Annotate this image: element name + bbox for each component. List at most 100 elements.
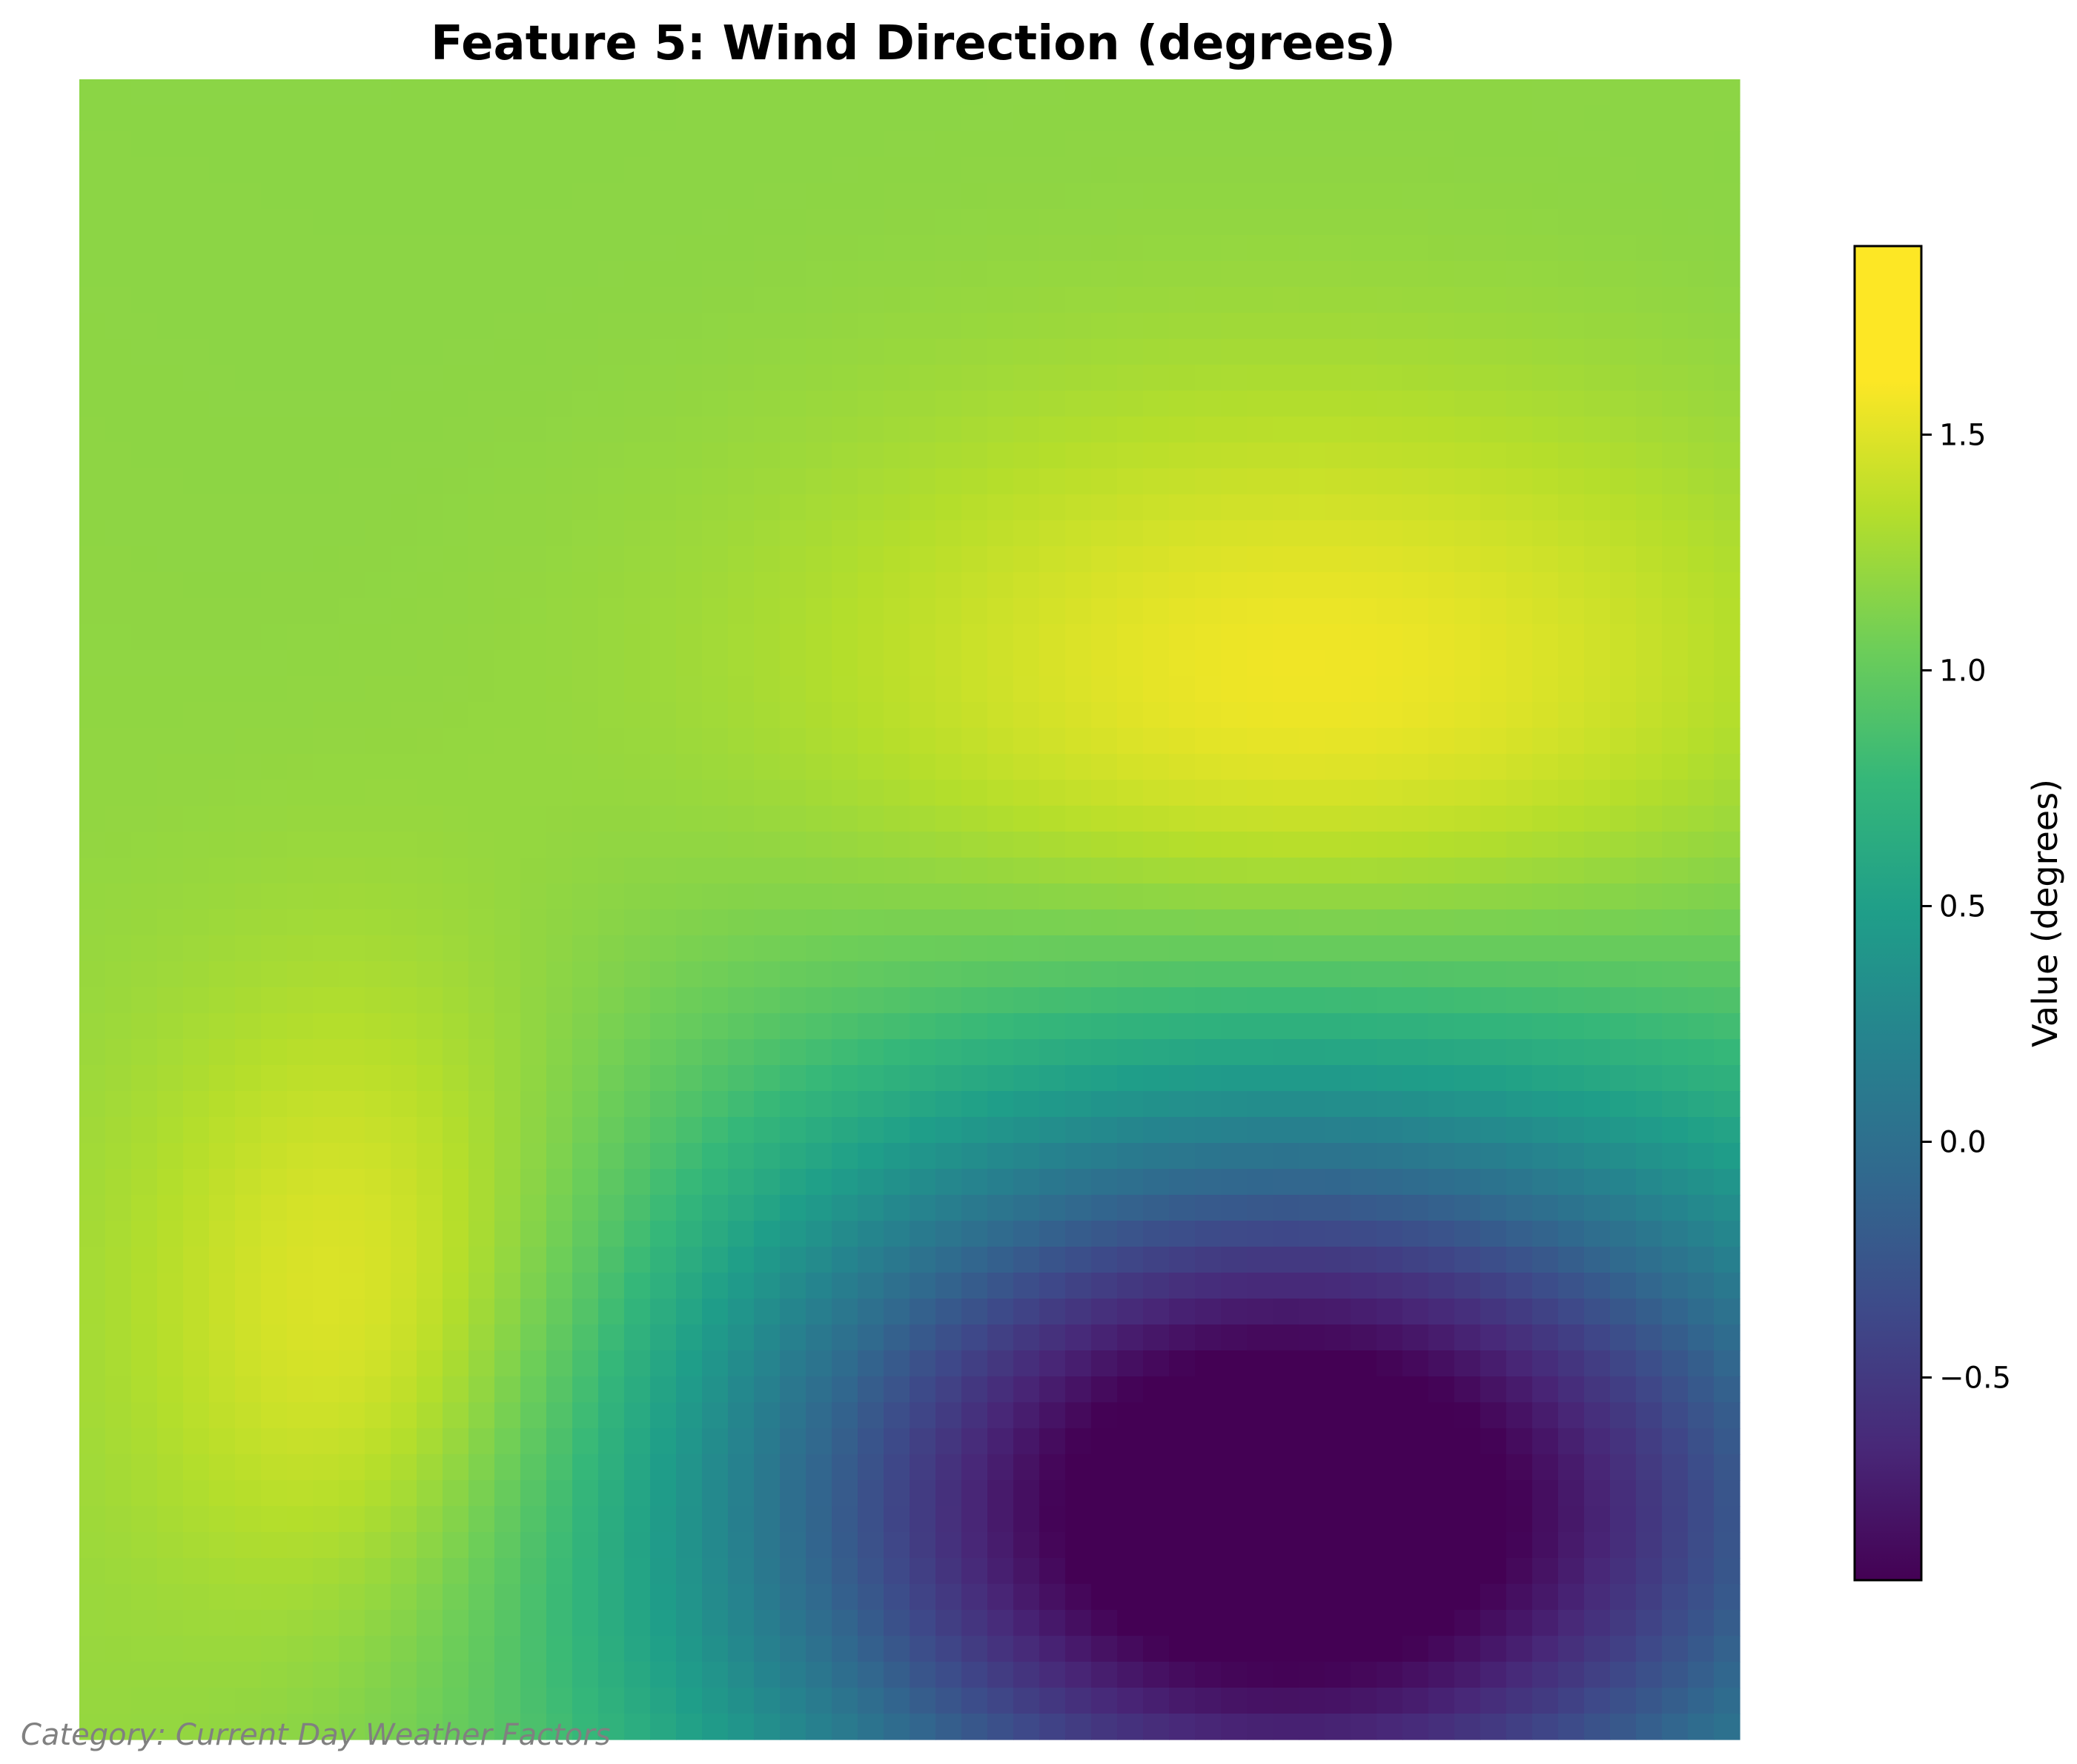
heatmap-cell [1377, 339, 1403, 365]
heatmap-cell [1662, 79, 1689, 106]
heatmap-cell [1506, 883, 1533, 910]
heatmap-cell [806, 442, 832, 469]
heatmap-cell [1221, 987, 1248, 1014]
heatmap-cell [1402, 1532, 1429, 1559]
heatmap-cell [961, 909, 988, 936]
heatmap-cell [1402, 806, 1429, 832]
heatmap-cell [105, 209, 132, 236]
heatmap-cell [1273, 1039, 1299, 1066]
heatmap-cell [572, 79, 599, 106]
heatmap-cell [1169, 287, 1196, 314]
heatmap-cell [1351, 313, 1377, 339]
heatmap-cell [391, 209, 417, 236]
heatmap-cell [650, 624, 677, 651]
heatmap-cell [676, 1195, 703, 1221]
heatmap-cell [1247, 1662, 1273, 1688]
heatmap-cell [520, 1506, 547, 1533]
heatmap-cell [79, 1091, 106, 1118]
heatmap-cell [468, 1506, 495, 1533]
heatmap-cell [1662, 1117, 1689, 1144]
heatmap-cell [1273, 598, 1299, 625]
heatmap-cell [832, 1662, 858, 1688]
heatmap-cell [1636, 1117, 1663, 1144]
heatmap-cell [702, 987, 729, 1014]
heatmap-cell [650, 1065, 677, 1092]
heatmap-cell [598, 105, 625, 132]
heatmap-cell [546, 1195, 573, 1221]
heatmap-cell [261, 780, 288, 806]
heatmap-cell [1299, 79, 1325, 106]
heatmap-cell [935, 261, 962, 288]
heatmap-cell [1480, 1558, 1507, 1585]
heatmap-cell [105, 1714, 132, 1740]
heatmap-cell [1351, 131, 1377, 158]
heatmap-cell [1195, 105, 1222, 132]
heatmap-cell [1662, 546, 1689, 573]
heatmap-cell [1143, 1454, 1170, 1481]
heatmap-cell [1221, 676, 1248, 703]
heatmap-cell [468, 1532, 495, 1559]
heatmap-cell [1325, 1402, 1351, 1429]
heatmap-cell [105, 1065, 132, 1092]
heatmap-cell [1325, 1091, 1351, 1118]
heatmap-cell [1117, 1350, 1144, 1377]
heatmap-cell [209, 1636, 236, 1662]
heatmap-cell [572, 1039, 599, 1066]
heatmap-cell [832, 261, 858, 288]
heatmap-cell [1480, 261, 1507, 288]
heatmap-cell [1480, 1402, 1507, 1429]
heatmap-cell [624, 1454, 651, 1481]
heatmap-cell [1117, 209, 1144, 236]
heatmap-cell [806, 1610, 832, 1637]
heatmap-cell [961, 1013, 988, 1040]
heatmap-cell [105, 313, 132, 339]
heatmap-cell [884, 806, 910, 832]
heatmap-cell [961, 832, 988, 858]
heatmap-cell [546, 858, 573, 884]
heatmap-cell [1480, 1506, 1507, 1533]
heatmap-cell [702, 287, 729, 314]
heatmap-cell [157, 1299, 184, 1325]
heatmap-cell [209, 261, 236, 288]
heatmap-cell [806, 1324, 832, 1351]
heatmap-cell [391, 1532, 417, 1559]
heatmap-cell [1273, 676, 1299, 703]
heatmap-cell [1273, 313, 1299, 339]
heatmap-cell [780, 883, 806, 910]
heatmap-cell [650, 1324, 677, 1351]
heatmap-cell [1428, 391, 1455, 417]
heatmap-cell [1610, 572, 1637, 599]
heatmap-cell [546, 1065, 573, 1092]
heatmap-cell [1143, 1506, 1170, 1533]
heatmap-cell [1428, 105, 1455, 132]
heatmap-cell [1091, 1143, 1118, 1170]
heatmap-cell [884, 909, 910, 936]
heatmap-cell [1325, 858, 1351, 884]
heatmap-cell [1091, 261, 1118, 288]
heatmap-cell [1039, 806, 1066, 832]
heatmap-cell [313, 183, 339, 210]
heatmap-cell [365, 1636, 391, 1662]
heatmap-cell [1454, 935, 1481, 962]
heatmap-cell [494, 183, 521, 210]
heatmap-cell [1454, 1402, 1481, 1429]
heatmap-cell [884, 572, 910, 599]
heatmap-cell [1662, 832, 1689, 858]
heatmap-cell [1065, 79, 1092, 106]
heatmap-cell [1065, 1402, 1092, 1429]
heatmap-cell [209, 1532, 236, 1559]
heatmap-cell [832, 209, 858, 236]
heatmap-cell [1688, 1091, 1715, 1118]
heatmap-cell [157, 754, 184, 780]
heatmap-cell [1143, 391, 1170, 417]
heatmap-cell [417, 494, 443, 521]
heatmap-cell [1091, 1169, 1118, 1196]
heatmap-cell [1506, 1247, 1533, 1273]
heatmap-cell [1532, 1324, 1559, 1351]
heatmap-cell [1532, 832, 1559, 858]
heatmap-cell [1428, 883, 1455, 910]
heatmap-cell [780, 79, 806, 106]
heatmap-cell [1299, 1221, 1325, 1247]
heatmap-cell [1584, 235, 1611, 262]
heatmap-cell [1013, 1065, 1040, 1092]
